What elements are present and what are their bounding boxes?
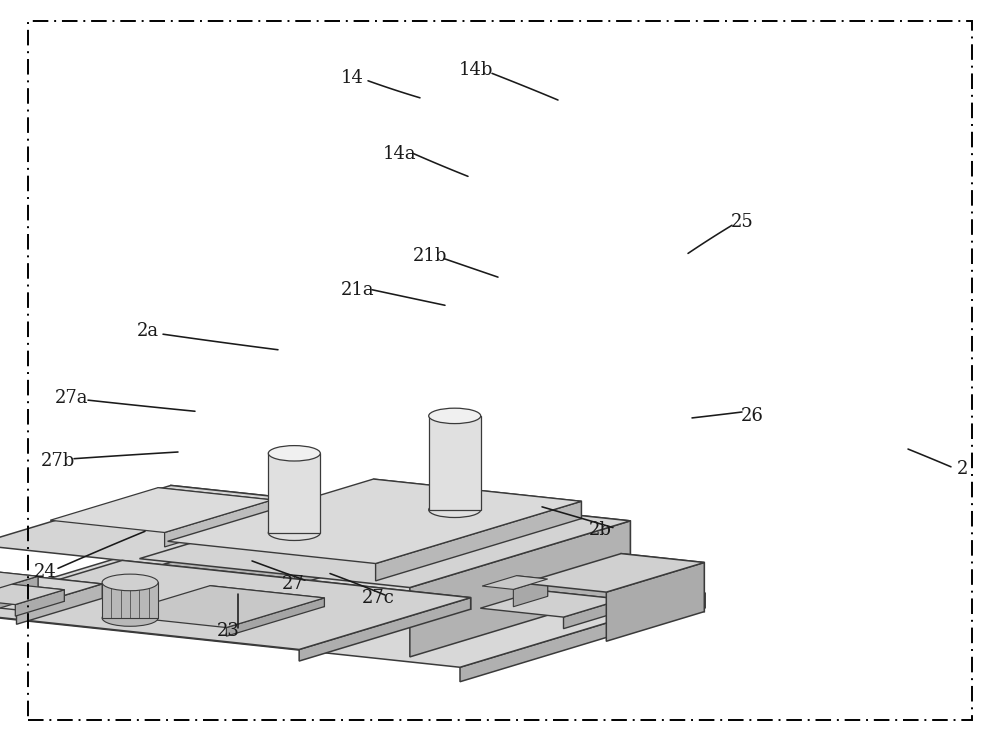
Ellipse shape <box>429 502 481 517</box>
Polygon shape <box>0 538 705 667</box>
Text: 14a: 14a <box>383 145 417 163</box>
Text: 2b: 2b <box>589 521 611 539</box>
Polygon shape <box>429 416 481 510</box>
Polygon shape <box>0 568 38 595</box>
Polygon shape <box>112 585 324 628</box>
Polygon shape <box>460 593 705 682</box>
Polygon shape <box>162 505 358 625</box>
Text: 2: 2 <box>956 460 968 478</box>
Polygon shape <box>376 501 581 581</box>
Polygon shape <box>0 573 102 610</box>
Polygon shape <box>16 584 102 624</box>
Polygon shape <box>482 576 548 589</box>
Text: 21a: 21a <box>341 282 375 299</box>
Polygon shape <box>0 579 64 602</box>
Polygon shape <box>539 591 622 611</box>
Polygon shape <box>373 479 581 519</box>
Polygon shape <box>480 591 622 617</box>
Text: 24: 24 <box>34 563 56 581</box>
Polygon shape <box>0 579 64 605</box>
Text: 14b: 14b <box>459 62 493 79</box>
Text: 2a: 2a <box>137 322 159 340</box>
Polygon shape <box>299 597 471 661</box>
Text: 27a: 27a <box>55 389 89 407</box>
Ellipse shape <box>268 525 320 540</box>
Polygon shape <box>0 560 471 649</box>
Polygon shape <box>410 521 630 657</box>
Polygon shape <box>165 500 272 547</box>
Polygon shape <box>102 582 158 618</box>
Polygon shape <box>268 453 320 533</box>
Text: 27b: 27b <box>41 452 75 470</box>
Ellipse shape <box>429 408 481 424</box>
Polygon shape <box>139 492 630 588</box>
Polygon shape <box>122 560 471 609</box>
Polygon shape <box>0 576 38 615</box>
Polygon shape <box>226 598 324 637</box>
Text: 14: 14 <box>341 69 363 87</box>
Text: 23: 23 <box>217 622 239 640</box>
Ellipse shape <box>268 445 320 461</box>
Polygon shape <box>15 590 64 617</box>
Polygon shape <box>210 585 324 607</box>
Polygon shape <box>0 485 358 565</box>
Text: 26: 26 <box>741 408 763 425</box>
Text: 27c: 27c <box>362 589 394 607</box>
Text: 25: 25 <box>731 213 753 231</box>
Polygon shape <box>621 554 704 611</box>
Polygon shape <box>0 573 102 599</box>
Text: 27: 27 <box>282 575 304 593</box>
Polygon shape <box>606 562 704 641</box>
Polygon shape <box>50 488 272 533</box>
Polygon shape <box>168 479 581 564</box>
Polygon shape <box>523 554 704 592</box>
Polygon shape <box>360 492 630 590</box>
Polygon shape <box>564 599 622 628</box>
Ellipse shape <box>102 574 158 591</box>
Polygon shape <box>513 579 548 607</box>
Ellipse shape <box>102 610 158 626</box>
Text: 21b: 21b <box>413 247 447 265</box>
Polygon shape <box>171 485 358 566</box>
Polygon shape <box>0 568 38 597</box>
Polygon shape <box>516 576 548 597</box>
Polygon shape <box>185 538 705 608</box>
Polygon shape <box>158 488 272 514</box>
